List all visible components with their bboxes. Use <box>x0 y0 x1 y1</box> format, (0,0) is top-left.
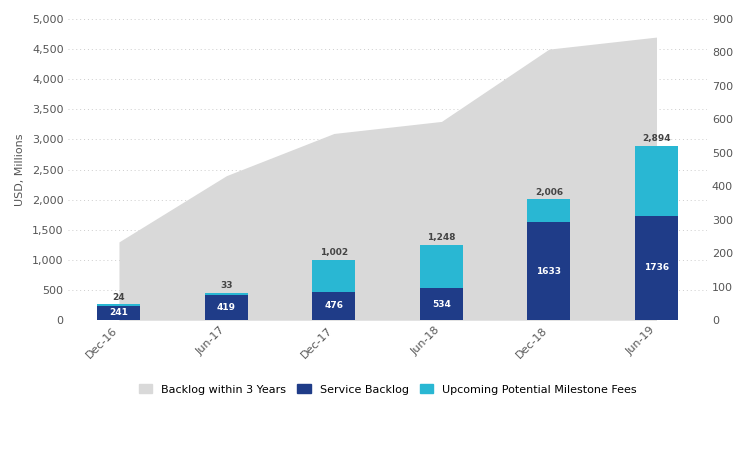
Bar <box>420 245 463 288</box>
Bar <box>205 295 248 320</box>
Legend: Backlog within 3 Years, Service Backlog, Upcoming Potential Milestone Fees: Backlog within 3 Years, Service Backlog,… <box>135 380 641 399</box>
Bar <box>635 216 678 320</box>
Text: 1,248: 1,248 <box>427 234 456 242</box>
Bar <box>635 146 678 216</box>
Bar <box>527 199 571 222</box>
Bar <box>313 260 355 292</box>
Text: 534: 534 <box>432 300 451 308</box>
Bar <box>313 292 355 320</box>
Text: 2,894: 2,894 <box>643 134 671 143</box>
Text: 24: 24 <box>113 292 125 301</box>
Y-axis label: USD, Millions: USD, Millions <box>15 133 25 206</box>
Text: 476: 476 <box>325 301 343 310</box>
Text: 1633: 1633 <box>536 267 562 276</box>
Text: 33: 33 <box>220 281 233 290</box>
Text: 419: 419 <box>217 303 236 312</box>
Bar <box>527 222 571 320</box>
Text: 1,002: 1,002 <box>320 248 348 257</box>
Bar <box>420 288 463 320</box>
Bar <box>97 306 141 320</box>
Text: 241: 241 <box>109 308 129 317</box>
Bar <box>205 293 248 295</box>
Text: 2,006: 2,006 <box>535 188 563 197</box>
Bar <box>97 304 141 306</box>
Text: 1736: 1736 <box>644 263 669 272</box>
